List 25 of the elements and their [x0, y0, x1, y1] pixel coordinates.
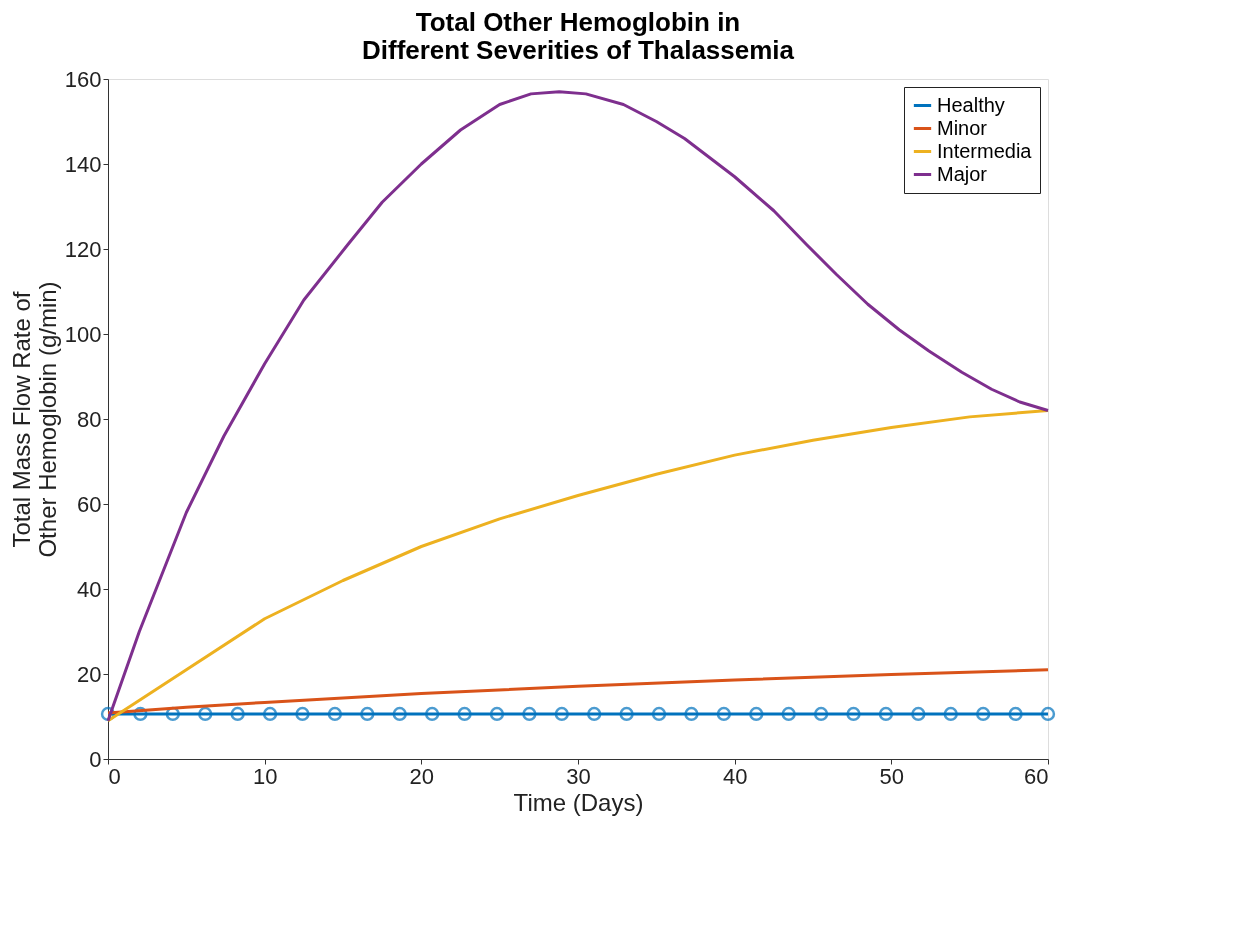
x-tick-label: 40 [722, 763, 748, 789]
y-tick-label: 60 [77, 491, 102, 517]
y-tick-label: 40 [77, 576, 102, 602]
y-tick-label: 100 [64, 321, 102, 347]
legend-label: Intermedia [937, 139, 1033, 162]
y-tick-label: 0 [89, 746, 102, 772]
y-tick-label: 80 [77, 406, 102, 432]
x-tick-label: 20 [409, 763, 435, 789]
x-tick-label: 10 [252, 763, 278, 789]
y-tick-label: 140 [64, 151, 102, 177]
x-tick-label: 60 [1024, 763, 1049, 789]
chart-title: Total Other Hemoglobin in Different Severities of Thalassemia [361, 7, 795, 65]
x-tick-label: 50 [879, 763, 905, 789]
legend-label: Healthy [937, 93, 1005, 116]
y-axis-title: Total Mass Flow Rate of Other Hemoglobin (g/min) [7, 281, 61, 558]
y-tick-label: 120 [64, 236, 102, 262]
line-series [106, 90, 1050, 723]
legend-label: Major [937, 162, 988, 185]
y-tick-label: 160 [64, 66, 102, 92]
y-tick-label: 20 [77, 661, 102, 687]
x-axis-title: Time (Days) [513, 788, 644, 816]
legend-label: Minor [937, 116, 988, 139]
x-tick-label: 0 [108, 763, 121, 789]
line-series [106, 668, 1050, 715]
x-tick-label: 30 [566, 763, 591, 789]
